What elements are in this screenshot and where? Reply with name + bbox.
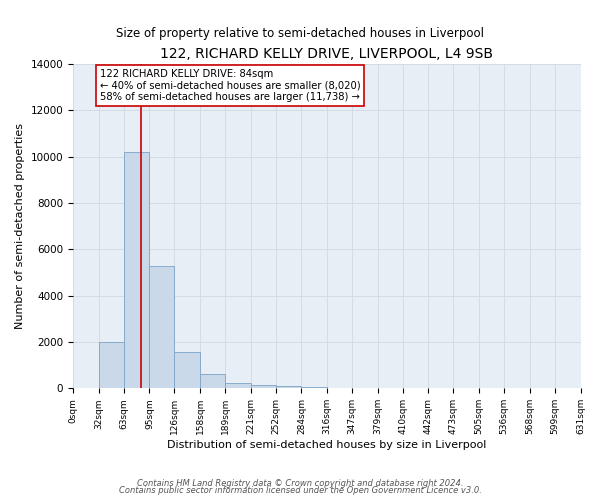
Bar	[149, 266, 175, 388]
Text: Contains HM Land Registry data © Crown copyright and database right 2024.: Contains HM Land Registry data © Crown c…	[137, 478, 463, 488]
Title: 122, RICHARD KELLY DRIVE, LIVERPOOL, L4 9SB: 122, RICHARD KELLY DRIVE, LIVERPOOL, L4 …	[160, 48, 493, 62]
Y-axis label: Number of semi-detached properties: Number of semi-detached properties	[15, 123, 25, 329]
Text: 122 RICHARD KELLY DRIVE: 84sqm
← 40% of semi-detached houses are smaller (8,020): 122 RICHARD KELLY DRIVE: 84sqm ← 40% of …	[100, 68, 360, 102]
Bar	[225, 383, 251, 388]
Bar	[99, 342, 124, 388]
Bar	[301, 387, 327, 388]
Bar	[124, 152, 149, 388]
Text: Contains public sector information licensed under the Open Government Licence v3: Contains public sector information licen…	[119, 486, 481, 495]
Bar	[275, 386, 301, 388]
Bar	[175, 352, 200, 389]
X-axis label: Distribution of semi-detached houses by size in Liverpool: Distribution of semi-detached houses by …	[167, 440, 487, 450]
Bar	[200, 374, 225, 388]
Text: Size of property relative to semi-detached houses in Liverpool: Size of property relative to semi-detach…	[116, 28, 484, 40]
Bar	[251, 386, 275, 388]
